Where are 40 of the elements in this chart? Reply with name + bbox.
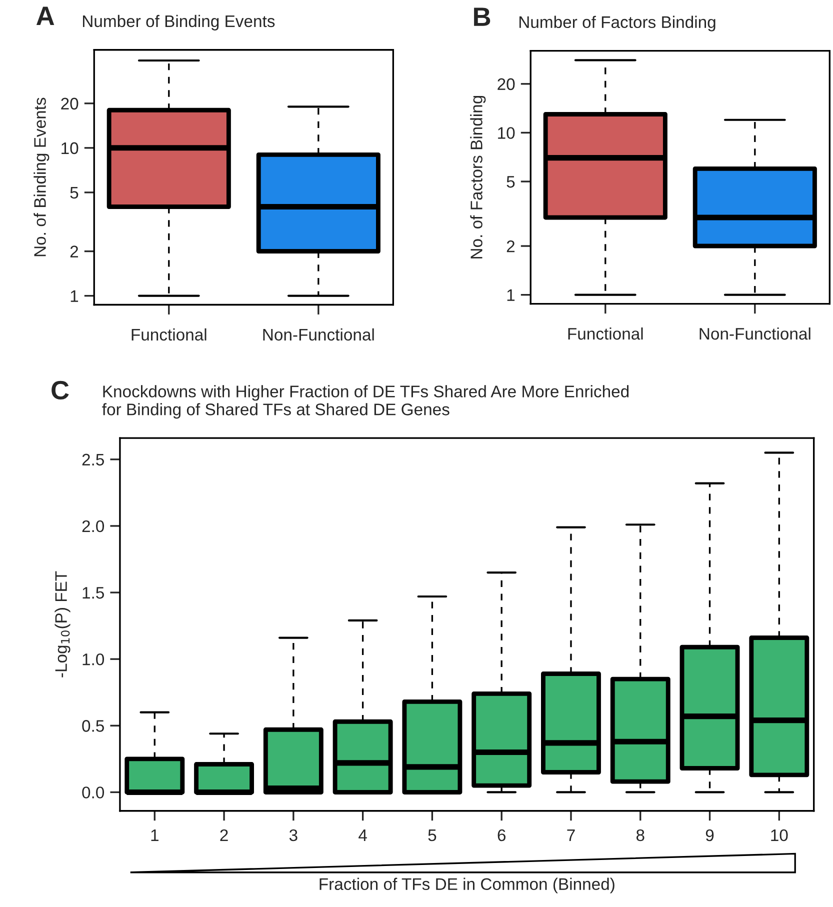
x-tick-label: Functional [568,327,643,340]
x-tick-label: 1 [151,830,158,841]
y-tick-label: 1.0 [82,653,104,666]
y-tick-label: 2 [506,240,515,252]
x-tick-label: 5 [428,830,436,842]
y-axis-title: -Log$_{10}$(P) FET [54,571,70,678]
y-tick-label: 0.5 [82,720,104,732]
y-tick-label: 5 [506,176,515,188]
x-tick-label: 2 [220,829,228,841]
y-tick-label: 10 [498,127,515,139]
chart-title: Knockdowns with Higher Fraction of DE TFs Shared Are More Enriched for Binding of Shared TFs at Shared DE Genes [102,385,629,419]
x-tick-label: 3 [289,829,298,842]
y-tick-label: 2.5 [82,454,104,466]
y-tick-label: 1.5 [82,587,104,599]
y-tick-label: 20 [498,78,515,90]
y-tick-label: 1 [507,289,515,301]
x-tick-label: 7 [567,830,575,841]
x-tick-label: 4 [358,830,367,841]
x-tick-label: Non-Functional [700,327,810,340]
y-tick-label: 2 [70,246,78,258]
y-tick-label: 10 [62,142,78,154]
x-tick-label: 9 [706,829,714,842]
text: A [36,6,54,25]
y-tick-label: 1 [70,290,78,302]
y-tick-label: 20 [61,98,78,110]
text: C [52,380,69,400]
x-tick-label: 8 [636,829,644,842]
x-axis-title: Fraction of TFs DE in Common (Binned) [320,878,614,894]
chart-title: Number of Binding Events [82,14,275,30]
y-axis-title: No. of Binding Events [34,98,50,256]
y-tick-label: 5 [70,187,78,199]
y-tick-label: 0.0 [82,786,104,798]
x-tick-label: 10 [771,829,788,842]
chart-title: Number of Factors Binding [519,16,716,32]
y-axis-title: No. of Factors Binding [470,96,486,258]
x-tick-label: Functional [132,328,206,341]
x-tick-label: Non-Functional [263,328,374,341]
x-tick-label: 6 [498,829,506,842]
text: B [474,8,490,26]
y-tick-label: 2.0 [82,520,104,532]
